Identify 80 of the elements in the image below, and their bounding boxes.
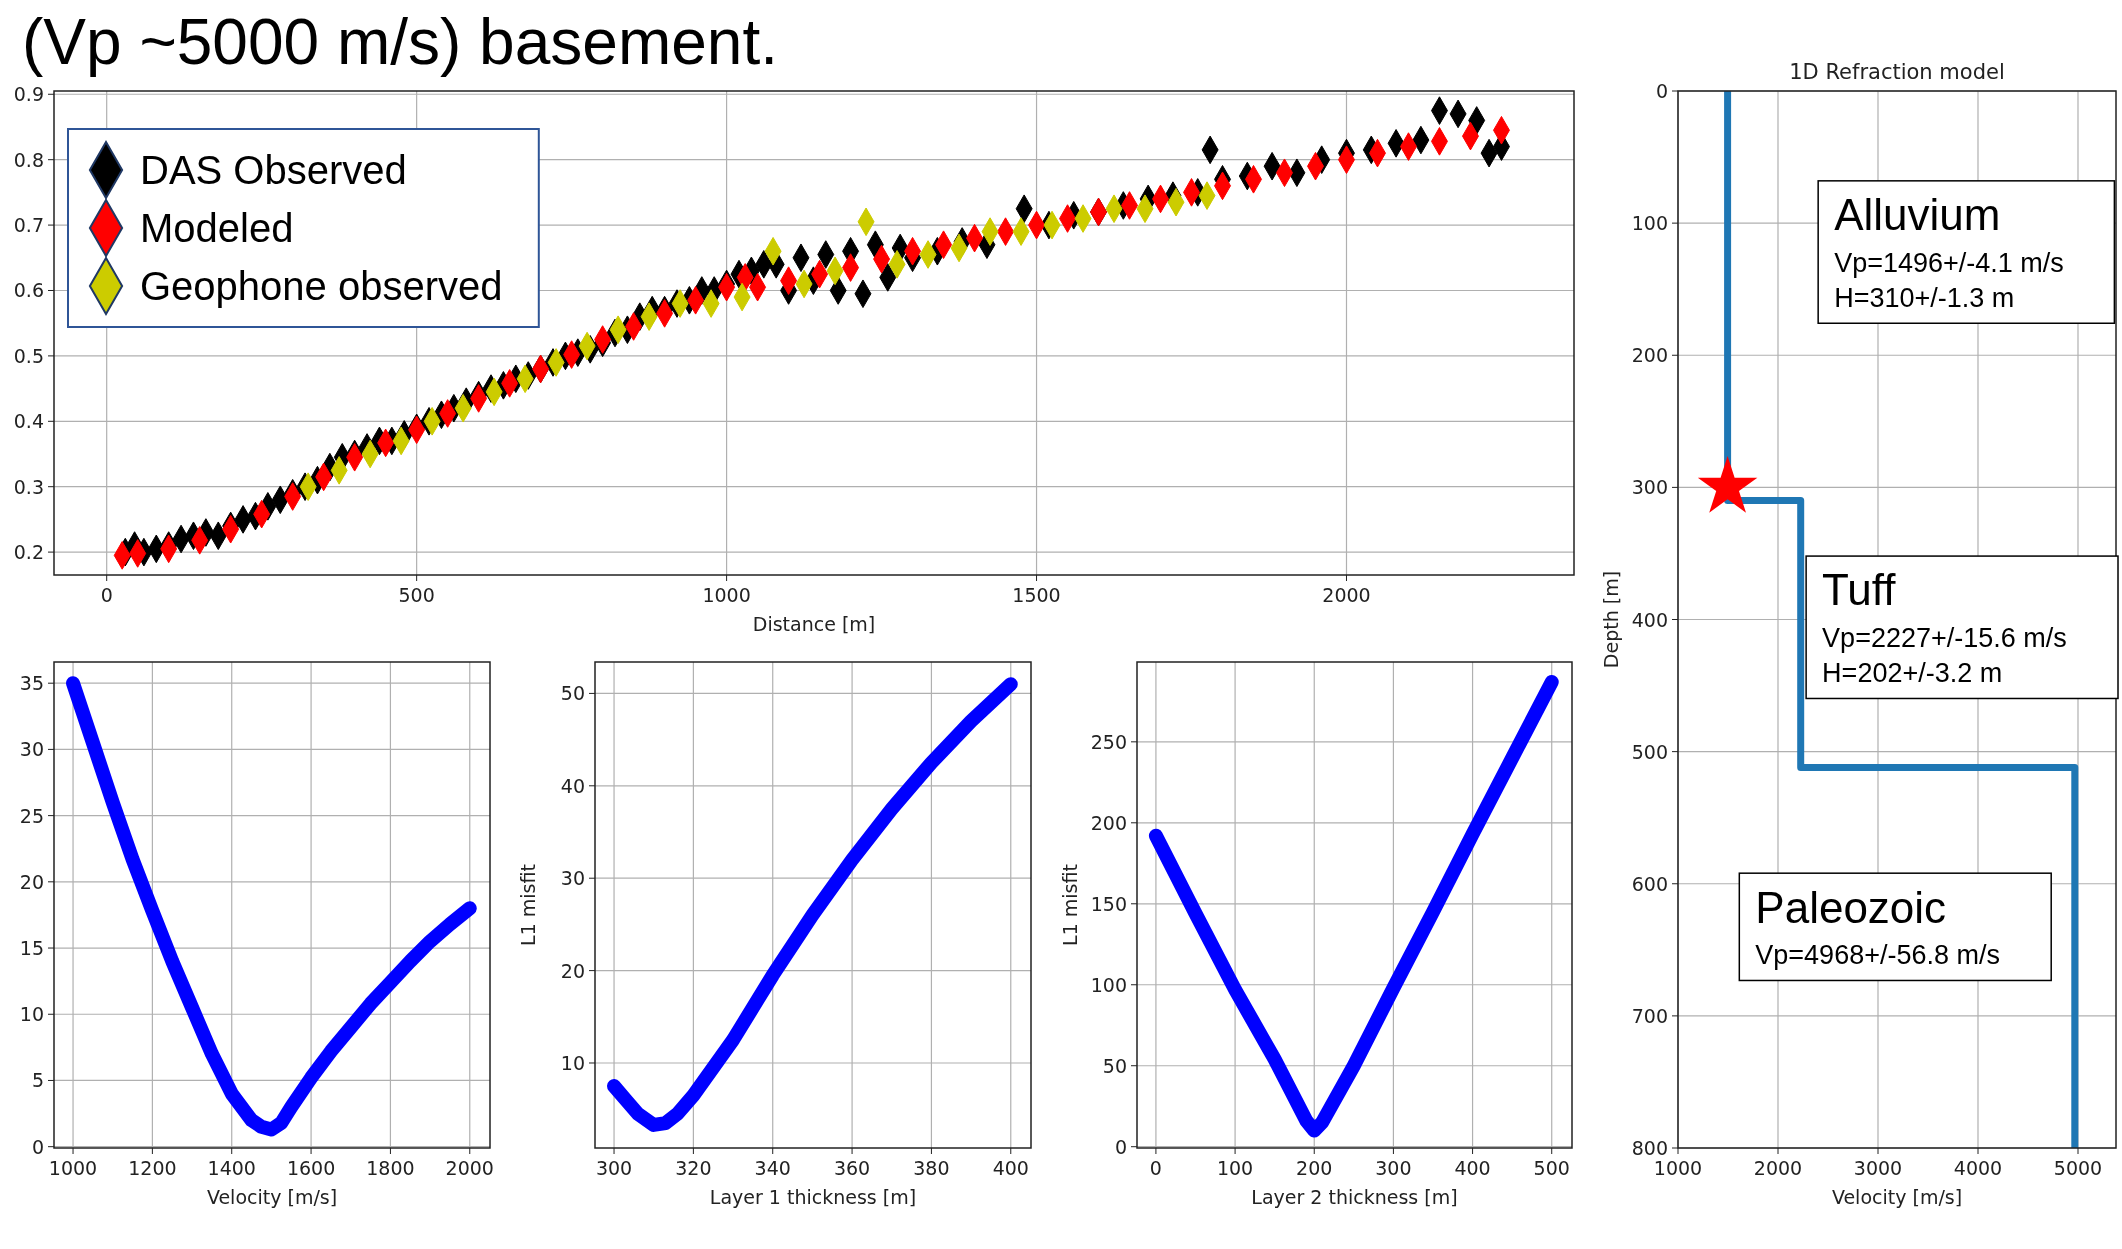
x-axis-title: Layer 2 thickness [m]	[1251, 1186, 1458, 1208]
y-tick-label: 35	[19, 672, 44, 695]
y-tick-label: 20	[560, 959, 585, 982]
x-tick-label: 360	[833, 1157, 871, 1179]
x-axis-title: Velocity [m/s]	[206, 1186, 338, 1208]
y-tick-label: 30	[19, 738, 44, 761]
y-tick-label: 10	[19, 1003, 44, 1026]
y-tick-label: 100	[1631, 212, 1668, 235]
y-tick-label: 15	[19, 937, 44, 960]
x-tick-label: 320	[675, 1157, 712, 1179]
x-tick-label: 400	[1454, 1157, 1491, 1179]
x-axis-title: Distance [m]	[752, 613, 876, 635]
x-tick-label: 500	[398, 584, 435, 606]
x-tick-label: 1600	[286, 1157, 336, 1179]
y-tick-label: 200	[1090, 811, 1127, 834]
annotation: Paleozoic Vp=4968+/-56.8 m/s	[1755, 882, 2000, 971]
y-tick-label: 25	[19, 804, 44, 827]
y-tick-label: 20	[19, 870, 44, 893]
y-tick-label: 30	[560, 867, 585, 890]
y-tick-label: 50	[1102, 1054, 1127, 1077]
chart-title: 1D Refraction model	[1789, 60, 2005, 84]
x-tick-label: 400	[992, 1157, 1029, 1179]
y-tick-label: 0.4	[13, 410, 44, 433]
x-tick-label: 2000	[1753, 1157, 1803, 1179]
y-tick-label: 0.7	[13, 214, 44, 237]
y-tick-label: 0.6	[13, 279, 44, 302]
x-tick-label: 340	[754, 1157, 791, 1179]
x-tick-label: 1500	[1012, 584, 1061, 606]
y-tick-label: 10	[560, 1052, 585, 1074]
y-tick-label: 500	[1631, 740, 1668, 763]
annotation: Alluvium Vp=1496+/-4.1 m/s H=310+/-1.3 m	[1834, 190, 2064, 314]
y-tick-label: 40	[560, 774, 585, 797]
annotation: Tuff Vp=2227+/-15.6 m/s H=202+/-3.2 m	[1822, 565, 2067, 689]
y-axis-title: L1 misfit	[517, 864, 539, 946]
x-tick-label: 1400	[207, 1157, 256, 1179]
y-tick-label: 50	[560, 682, 585, 705]
x-tick-label: 100	[1216, 1157, 1254, 1179]
x-tick-label: 3000	[1853, 1157, 1903, 1179]
y-tick-label: 600	[1631, 872, 1668, 895]
x-tick-label: 1000	[702, 584, 751, 606]
x-tick-label: 1200	[128, 1157, 177, 1179]
legend-label: Geophone observed	[140, 264, 503, 308]
y-tick-label: 300	[1631, 476, 1668, 499]
y-tick-label: 200	[1631, 344, 1668, 367]
y-tick-label: 0.8	[13, 148, 44, 171]
x-axis-title: Layer 1 thickness [m]	[709, 1186, 917, 1208]
x-tick-label: 1800	[366, 1157, 415, 1179]
y-tick-label: 5	[31, 1069, 44, 1092]
x-tick-label: 5000	[2053, 1157, 2103, 1179]
x-tick-label: 2000	[445, 1157, 494, 1179]
x-tick-label: 500	[1533, 1157, 1570, 1179]
x-tick-label: 4000	[1953, 1157, 2003, 1179]
y-tick-label: 100	[1090, 973, 1127, 996]
x-tick-label: 300	[1375, 1157, 1412, 1179]
y-tick-label: 250	[1090, 730, 1127, 753]
x-tick-label: 380	[913, 1157, 950, 1179]
chart-title: (Vp ~5000 m/s) basement.	[22, 6, 778, 78]
x-axis-title: Velocity [m/s]	[1831, 1186, 1963, 1208]
y-tick-label: 0.9	[13, 83, 44, 106]
y-tick-label: 0.2	[13, 541, 44, 564]
y-tick-label: 0	[31, 1135, 44, 1158]
x-tick-label: 0	[1149, 1157, 1162, 1179]
y-tick-label: 0	[1114, 1135, 1127, 1158]
x-tick-label: 2000	[1322, 584, 1371, 606]
y-axis-title: Depth [m]	[1600, 570, 1622, 669]
y-tick-label: 400	[1631, 608, 1668, 631]
y-axis-title: L1 misfit	[1059, 864, 1081, 946]
y-tick-label: 0.3	[13, 475, 44, 498]
legend-label: DAS Observed	[140, 148, 407, 192]
y-tick-label: 150	[1090, 892, 1127, 915]
x-tick-label: 1000	[48, 1157, 98, 1179]
y-tick-label: 0	[1655, 80, 1668, 102]
y-tick-label: 800	[1631, 1137, 1668, 1159]
y-tick-label: 700	[1631, 1004, 1668, 1027]
y-tick-label: 0.5	[13, 344, 44, 367]
x-tick-label: 1000	[1653, 1157, 1703, 1179]
legend-label: Modeled	[140, 206, 294, 250]
x-tick-label: 200	[1296, 1157, 1333, 1179]
x-tick-label: 300	[595, 1157, 633, 1179]
x-tick-label: 0	[100, 584, 113, 606]
